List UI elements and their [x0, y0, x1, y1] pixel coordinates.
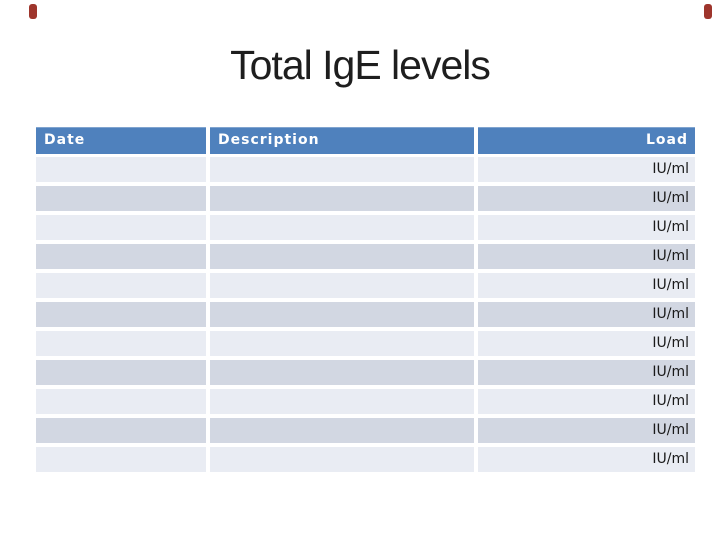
slide-title: Total IgE levels	[230, 42, 491, 88]
table-row: IU/ml	[36, 418, 695, 443]
cell-date	[36, 389, 206, 414]
table-row: IU/ml	[36, 215, 695, 240]
cell-load: IU/ml	[478, 302, 695, 327]
cell-date	[36, 273, 206, 298]
cell-date	[36, 360, 206, 385]
ige-levels-table: Date Description Load IU/ml IU/ml IU/ml …	[36, 127, 695, 472]
table-row: IU/ml	[36, 273, 695, 298]
table-row: IU/ml	[36, 331, 695, 356]
cell-description	[210, 186, 474, 211]
cell-load: IU/ml	[478, 389, 695, 414]
cell-load: IU/ml	[478, 360, 695, 385]
cell-load: IU/ml	[478, 215, 695, 240]
cell-date	[36, 418, 206, 443]
cell-description	[210, 157, 474, 182]
header-cell-date: Date	[36, 127, 206, 154]
cell-load: IU/ml	[478, 244, 695, 269]
cell-description	[210, 447, 474, 472]
cell-date	[36, 186, 206, 211]
cell-load: IU/ml	[478, 331, 695, 356]
cell-date	[36, 157, 206, 182]
cell-load: IU/ml	[478, 447, 695, 472]
table-row: IU/ml	[36, 360, 695, 385]
table-row: IU/ml	[36, 389, 695, 414]
table-row: IU/ml	[36, 302, 695, 327]
cell-description	[210, 418, 474, 443]
cell-date	[36, 331, 206, 356]
cell-description	[210, 331, 474, 356]
header-cell-load: Load	[478, 127, 695, 154]
red-corner-mark-left	[29, 4, 37, 19]
header-cell-description: Description	[210, 127, 474, 154]
cell-description	[210, 389, 474, 414]
table-row: IU/ml	[36, 186, 695, 211]
cell-date	[36, 447, 206, 472]
cell-description	[210, 244, 474, 269]
cell-date	[36, 302, 206, 327]
table-header-row: Date Description Load	[36, 127, 695, 154]
cell-load: IU/ml	[478, 273, 695, 298]
cell-load: IU/ml	[478, 186, 695, 211]
cell-description	[210, 215, 474, 240]
table-row: IU/ml	[36, 157, 695, 182]
cell-load: IU/ml	[478, 157, 695, 182]
cell-description	[210, 302, 474, 327]
cell-date	[36, 244, 206, 269]
table-row: IU/ml	[36, 447, 695, 472]
cell-load: IU/ml	[478, 418, 695, 443]
cell-description	[210, 273, 474, 298]
cell-date	[36, 215, 206, 240]
table-row: IU/ml	[36, 244, 695, 269]
red-corner-mark-right	[704, 4, 712, 19]
cell-description	[210, 360, 474, 385]
